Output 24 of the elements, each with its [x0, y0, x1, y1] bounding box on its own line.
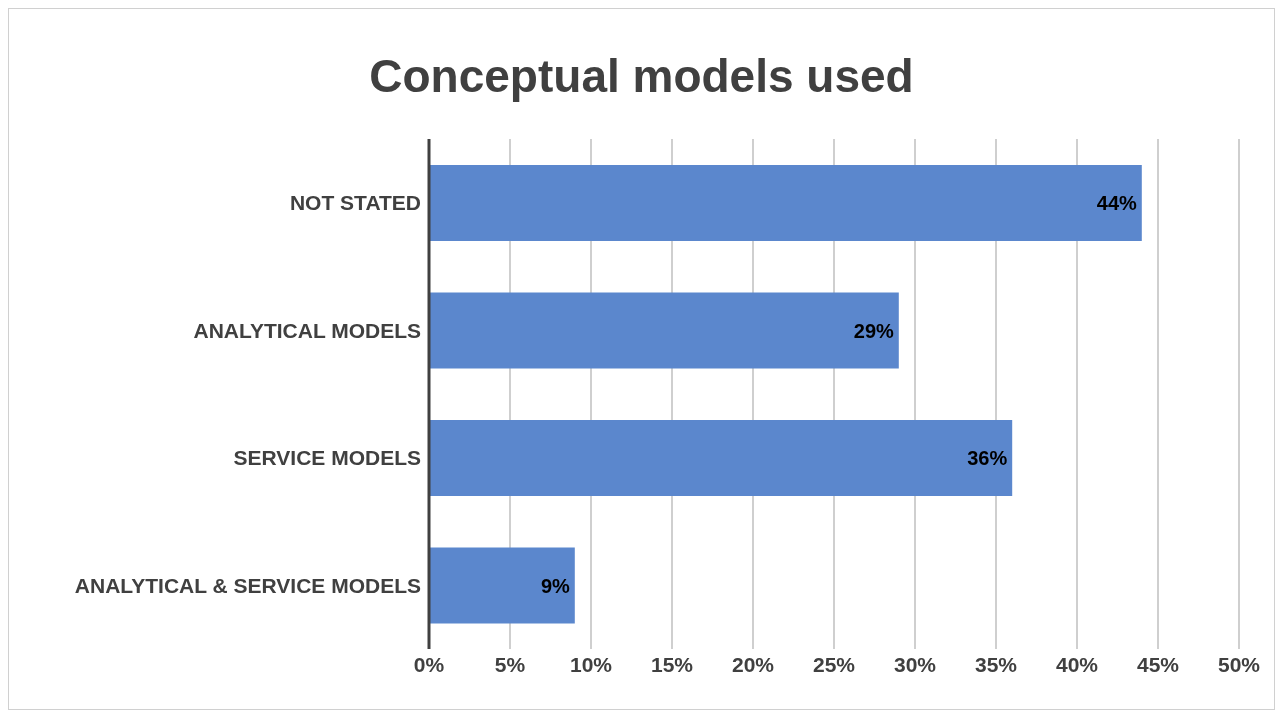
- y-tick-label: ANALYTICAL & SERVICE MODELS: [74, 573, 421, 597]
- y-tick-label: NOT STATED: [289, 191, 421, 215]
- data-label: 29%: [853, 319, 895, 342]
- bar: [429, 547, 575, 624]
- x-tick-label: 0%: [413, 652, 445, 676]
- x-tick-label: 5%: [494, 652, 526, 676]
- x-tick-label: 15%: [650, 652, 694, 676]
- x-tick-label: 20%: [731, 652, 775, 676]
- data-label: 44%: [1096, 192, 1138, 215]
- x-tick-label: 30%: [893, 652, 937, 676]
- bar: [429, 420, 1013, 496]
- x-tick-label: 10%: [569, 652, 613, 676]
- x-tick-label: 25%: [812, 652, 856, 676]
- bar: [429, 165, 1142, 241]
- bar: [429, 292, 899, 369]
- data-label: 9%: [540, 574, 571, 597]
- x-tick-label: 45%: [1136, 652, 1180, 676]
- y-tick-label: ANALYTICAL MODELS: [193, 318, 421, 342]
- chart-title: Conceptual models used: [368, 49, 915, 104]
- x-tick-label: 50%: [1217, 652, 1261, 676]
- data-label: 36%: [967, 447, 1008, 470]
- x-tick-label: 35%: [974, 652, 1018, 676]
- y-tick-label: SERVICE MODELS: [233, 446, 421, 470]
- x-tick-label: 40%: [1055, 652, 1099, 676]
